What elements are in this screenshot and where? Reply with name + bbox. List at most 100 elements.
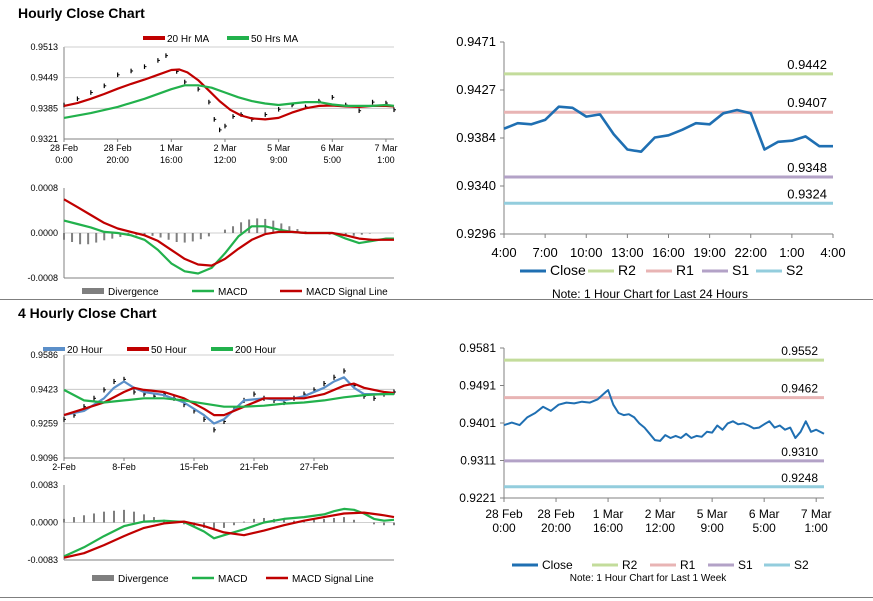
hourly_price-x-tick-label: 28 Feb <box>104 143 132 153</box>
hourly-macd-legend-swatch-divergence <box>82 288 104 294</box>
hourly-macd-legend-label-macd: MACD <box>218 287 247 298</box>
hourly_price-x-tick-label: 1 Mar <box>160 143 183 153</box>
four_hourly_levels-x-tick-label: 6 Mar <box>749 507 780 521</box>
hourly_price-x-tick-label: 0:00 <box>55 155 73 165</box>
hourly_price-x-tick-label: 12:00 <box>214 155 237 165</box>
r2-level-label: 0.9442 <box>787 57 827 72</box>
hourly-levels-legend-label-close: Close <box>550 262 586 278</box>
hourly_levels-x-tick-label: 22:00 <box>734 245 767 260</box>
bottom-divider <box>0 597 873 598</box>
50-hrs-ma-line <box>63 84 395 119</box>
hourly-levels-note: Note: 1 Hour Chart for Last 24 Hours <box>552 287 748 301</box>
four_hourly_levels-x-tick-label: 12:00 <box>645 521 675 535</box>
hourly_price-x-tick-label: 28 Feb <box>50 143 78 153</box>
hourly_levels-y-tick-label: 0.9427 <box>456 82 496 97</box>
r1-level-label: 0.9462 <box>781 382 818 396</box>
four_hourly_levels-y-tick-label: 0.9401 <box>459 416 496 430</box>
hourly_levels-x-tick-label: 13:00 <box>611 245 644 260</box>
four_hourly_levels-x-tick-label: 2 Mar <box>645 507 676 521</box>
macd-line <box>63 507 395 558</box>
r2-level-label: 0.9552 <box>781 344 818 358</box>
four_hourly_macd-y-tick-label: 0.0083 <box>30 480 58 490</box>
hourly_price-x-tick-label: 2 Mar <box>213 143 236 153</box>
four_hourly_macd-y-tick-label: 0.0000 <box>30 518 58 528</box>
four_hourly_levels-x-tick-label: 28 Feb <box>485 507 523 521</box>
r1-level-label: 0.9407 <box>787 95 827 110</box>
hourly_levels-y-tick-label: 0.9471 <box>456 34 496 49</box>
four_hourly_price-y-tick-label: 0.9423 <box>30 384 58 394</box>
hourly_price-x-tick-label: 6 Mar <box>321 143 344 153</box>
hourly-levels-legend-label-r2: R2 <box>618 262 636 278</box>
hourly_price-x-tick-label: 5:00 <box>324 155 342 165</box>
hourly_levels-y-tick-label: 0.9384 <box>456 130 496 145</box>
four_hourly_levels-x-tick-label: 5 Mar <box>697 507 728 521</box>
hourly_levels-y-tick-label: 0.9296 <box>456 226 496 241</box>
four_hourly_levels-y-tick-label: 0.9311 <box>460 454 496 468</box>
four_hourly_levels-x-tick-label: 1:00 <box>805 521 829 535</box>
four_hourly_levels-y-tick-label: 0.9581 <box>459 341 496 355</box>
hourly_macd-y-tick-label: -0.0008 <box>27 273 58 283</box>
four-levels-legend-label-r1: R1 <box>680 558 696 572</box>
four_hourly_levels-x-tick-label: 7 Mar <box>801 507 832 521</box>
four_hourly_price-y-tick-label: 0.9586 <box>30 350 58 360</box>
hourly_price-x-tick-label: 20:00 <box>106 155 129 165</box>
four_hourly_levels-x-tick-label: 20:00 <box>541 521 571 535</box>
hourly_levels-x-tick-label: 7:00 <box>532 245 557 260</box>
four-macd-legend-label-divergence: Divergence <box>118 574 169 585</box>
hourly_price-y-tick-label: 0.9385 <box>30 103 58 113</box>
macd-signal-line-line <box>63 198 394 267</box>
hourly_price-y-tick-label: 0.9513 <box>30 42 58 52</box>
section-divider <box>0 299 873 300</box>
four_hourly_levels-x-tick-label: 16:00 <box>593 521 623 535</box>
four_hourly_macd-y-tick-label: -0.0083 <box>27 555 58 565</box>
20-hour-line <box>63 376 395 425</box>
close-line <box>503 389 825 442</box>
hourly-macd-legend-label-divergence: Divergence <box>108 287 159 298</box>
hourly_price-y-tick-label: 0.9449 <box>30 73 58 83</box>
four_hourly_price-x-tick-label: 27-Feb <box>300 462 329 472</box>
four-macd-legend-label-macd: MACD <box>218 574 247 585</box>
hourly_levels-x-tick-label: 10:00 <box>570 245 603 260</box>
four_hourly_levels-x-tick-label: 28 Feb <box>537 507 575 521</box>
hourly_levels-y-tick-label: 0.9340 <box>456 178 496 193</box>
hourly-macd-legend-label-macd-signal-line: MACD Signal Line <box>306 287 388 298</box>
four-price-legend-label-50-hour: 50 Hour <box>151 345 187 356</box>
s2-level-label: 0.9248 <box>781 471 818 485</box>
four-levels-legend-label-s2: S2 <box>794 558 809 572</box>
four_hourly_levels-x-tick-label: 0:00 <box>492 521 516 535</box>
hourly_macd-y-tick-label: 0.0008 <box>30 183 58 193</box>
close-line <box>503 105 833 153</box>
hourly_levels-x-tick-label: 4:00 <box>820 245 845 260</box>
four-levels-legend-label-close: Close <box>542 558 573 572</box>
four-hourly-section-title: 4 Hourly Close Chart <box>18 305 157 321</box>
four-macd-legend-label-macd-signal-line: MACD Signal Line <box>292 574 374 585</box>
hourly-levels-legend-label-r1: R1 <box>676 262 694 278</box>
four_hourly_levels-x-tick-label: 9:00 <box>700 521 724 535</box>
four-levels-note: Note: 1 Hour Chart for Last 1 Week <box>570 573 728 584</box>
hourly-section-title: Hourly Close Chart <box>18 5 145 21</box>
hourly_price-x-tick-label: 9:00 <box>270 155 288 165</box>
hourly_macd-y-tick-label: 0.0000 <box>30 228 58 238</box>
200-hour-line <box>63 388 394 408</box>
hourly-price-legend-label-20-hr-ma: 20 Hr MA <box>167 34 210 45</box>
four_hourly_price-y-tick-label: 0.9259 <box>30 419 58 429</box>
four_hourly_price-x-tick-label: 15-Feb <box>180 462 209 472</box>
hourly_levels-x-tick-label: 16:00 <box>652 245 685 260</box>
hourly_levels-x-tick-label: 19:00 <box>693 245 726 260</box>
hourly-levels-legend-label-s1: S1 <box>732 262 749 278</box>
hourly_levels-x-tick-label: 1:00 <box>779 245 804 260</box>
hourly_price-x-tick-label: 16:00 <box>160 155 183 165</box>
hourly_price-y-tick-label: 0.9321 <box>30 134 58 144</box>
hourly_price-x-tick-label: 5 Mar <box>267 143 290 153</box>
macd-line <box>63 219 394 275</box>
hourly_price-x-tick-label: 1:00 <box>377 155 395 165</box>
four-macd-legend-swatch-divergence <box>92 575 114 581</box>
four_hourly_price-x-tick-label: 21-Feb <box>240 462 269 472</box>
four_hourly_levels-y-tick-label: 0.9491 <box>459 379 496 393</box>
four_hourly_levels-x-tick-label: 5:00 <box>752 521 776 535</box>
